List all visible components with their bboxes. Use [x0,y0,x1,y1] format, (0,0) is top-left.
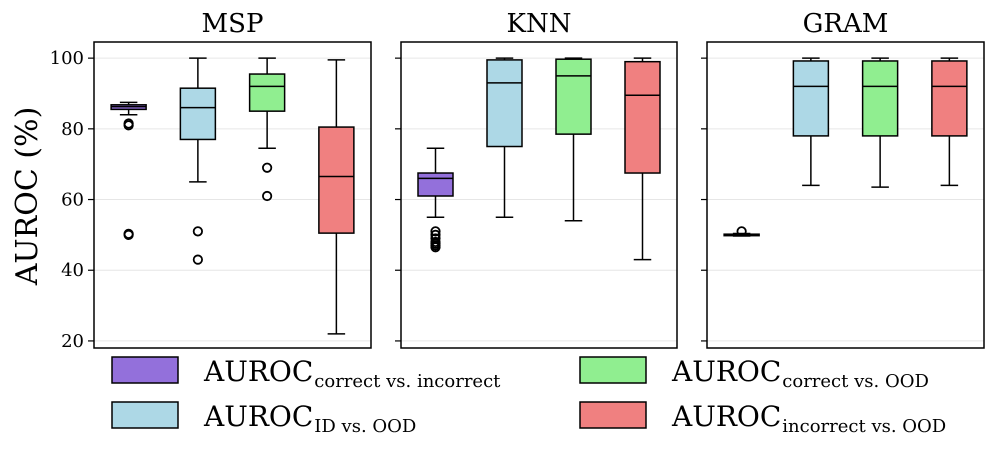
outlier-point [430,242,441,253]
panel-gram: GRAM [701,9,985,349]
legend-item-ivo: AUROCID vs. OOD [111,400,416,437]
box-iqr [555,58,592,135]
box-iqr [318,126,355,234]
box-ivo [792,57,830,187]
legend-label: AUROCincorrect vs. OOD [671,400,946,437]
box-cvo [248,57,286,202]
panel-title: MSP [202,9,264,39]
outlier-point [262,162,273,173]
legend-label: AUROCcorrect vs. incorrect [203,355,501,392]
box-incvo [624,57,661,261]
y-tick-label: 80 [61,119,84,140]
box-iqr [861,60,899,137]
box-iqr [486,59,523,148]
legend-item-cvo: AUROCcorrect vs. OOD [579,355,929,392]
legend-swatch [111,401,179,429]
panel-frame [400,41,678,349]
legend-label: AUROCID vs. OOD [203,400,416,437]
box-cvi [417,147,454,253]
panel-title: GRAM [803,9,889,39]
panel-title: KNN [507,9,572,39]
legend-label: AUROCcorrect vs. OOD [671,355,929,392]
outlier-point [736,226,747,237]
box-iqr [248,73,286,112]
legend: AUROCcorrect vs. incorrect AUROCcorrect v… [111,355,946,437]
y-tick-label: 100 [50,48,84,69]
legend-item-cvi: AUROCcorrect vs. incorrect [111,355,501,392]
panel-knn: KNN [395,9,678,349]
y-tick-label: 40 [61,260,84,281]
panel-frame [93,41,372,349]
legend-swatch [579,401,647,429]
box-cvo [861,57,899,188]
box-cvi [723,226,760,237]
panels: 20 40 60 80 100 MSP KNN GRAM [50,9,985,352]
box-cvo [555,57,592,222]
box-iqr [931,60,968,137]
legend-item-incvo: AUROCincorrect vs. OOD [579,400,946,437]
legend-swatch [579,356,647,384]
outlier-point [192,254,203,265]
box-iqr [417,172,454,197]
box-ivo [179,57,217,265]
box-iqr [179,87,217,141]
box-ivo [486,57,523,218]
outlier-point [262,190,273,202]
outlier-point [123,228,134,239]
outlier-point [123,118,134,129]
y-tick-label: 20 [61,331,84,352]
outlier-point [192,226,203,237]
box-incvo [318,59,355,335]
box-iqr [792,60,830,137]
y-axis-label: AUROC (%) [10,107,45,287]
box-incvo [931,57,968,187]
panel-frame [706,41,985,349]
box-iqr [624,60,661,174]
legend-swatch [111,356,179,384]
box-cvi [110,101,147,240]
panel-msp: 20 40 60 80 100 MSP [50,9,372,352]
y-tick-label: 60 [61,190,84,211]
outlier-point [430,226,441,237]
